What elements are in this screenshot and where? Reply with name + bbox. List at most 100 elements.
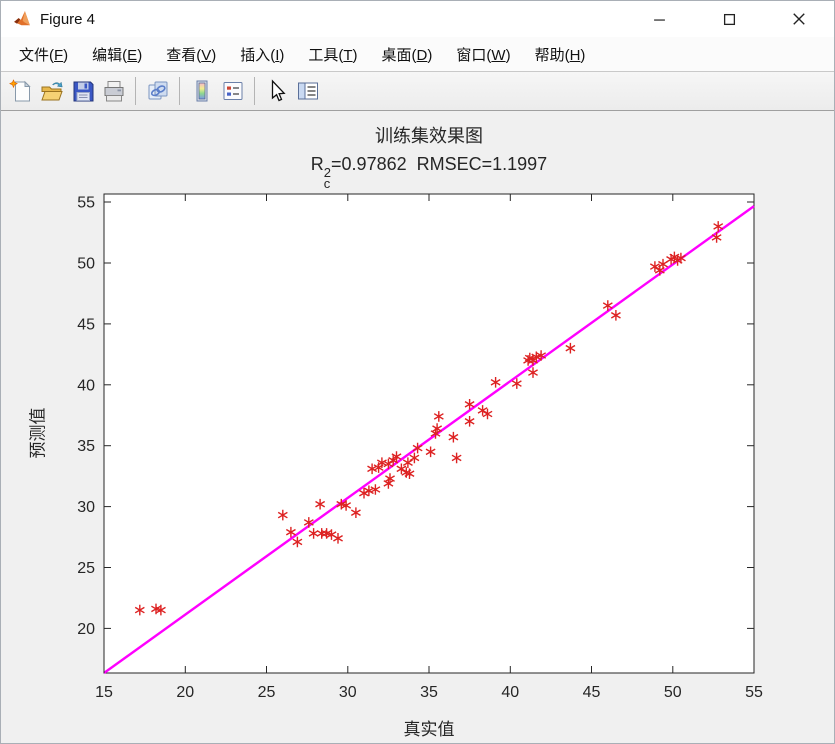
- toolbar-separator: [254, 77, 255, 105]
- scatter-marker: [370, 484, 381, 495]
- menu-item-desktop[interactable]: 桌面(D): [370, 39, 445, 70]
- scatter-marker: [610, 310, 621, 321]
- menu-item-accelerator: I: [275, 46, 280, 64]
- x-tick-label: 35: [420, 684, 438, 701]
- x-tick-label: 55: [745, 684, 763, 701]
- menu-item-accelerator: E: [127, 46, 138, 64]
- figure-area: 15 20 25 30 35 40 45 50 55 20 25 30 35 40 45 50 55 训练集效果…: [1, 111, 834, 743]
- open-file-button[interactable]: [36, 76, 67, 107]
- scatter-marker: [649, 261, 660, 272]
- scatter-marker: [675, 252, 686, 264]
- menu-item-label-close: ): [427, 46, 433, 64]
- scatter-marker: [285, 526, 296, 538]
- menu-item-view[interactable]: 查看(V): [154, 39, 228, 70]
- toolbar-separator: [179, 77, 180, 105]
- menu-item-label: 桌面(: [381, 46, 417, 64]
- scatter-marker: [464, 399, 475, 410]
- matlab-figure-icon: [12, 9, 32, 29]
- scatter-marker: [528, 367, 538, 378]
- scatter-marker: [433, 411, 444, 422]
- y-tick-label: 40: [77, 377, 95, 394]
- x-tick-label: 15: [95, 684, 113, 701]
- menu-item-help[interactable]: 帮助(H): [523, 39, 598, 70]
- maximize-button[interactable]: [694, 1, 764, 37]
- y-tick-label: 35: [77, 438, 95, 455]
- x-tick-label: 50: [664, 684, 682, 701]
- menu-item-accelerator: H: [569, 46, 581, 64]
- scatter-marker: [391, 451, 402, 462]
- save-figure-button[interactable]: [67, 76, 98, 107]
- insert-colorbar-icon: [196, 80, 207, 102]
- insert-legend-button[interactable]: [217, 76, 248, 107]
- link-plot-button[interactable]: [142, 76, 173, 107]
- scatter-marker: [367, 463, 378, 475]
- insert-colorbar-button[interactable]: [186, 76, 217, 107]
- x-tick-label: 25: [258, 684, 276, 701]
- subtitle-stats: =0.97862 RMSEC=1.1997: [331, 154, 548, 174]
- scatter-marker: [292, 536, 303, 548]
- close-icon: [793, 13, 805, 25]
- scatter-marker: [565, 342, 576, 354]
- minimize-button[interactable]: [624, 1, 694, 37]
- menu-item-label: 查看(: [166, 46, 202, 64]
- scatter-marker: [711, 232, 722, 243]
- subtitle-superscript: 2: [323, 165, 332, 180]
- menu-item-window[interactable]: 窗口(W): [444, 39, 522, 70]
- close-button[interactable]: [764, 1, 834, 37]
- window-title: Figure 4: [40, 10, 96, 28]
- menu-item-label-close: ): [505, 46, 511, 64]
- scatter-marker: [376, 457, 387, 468]
- toolbar-separator: [135, 77, 136, 105]
- scatter-marker: [432, 423, 443, 434]
- plot-canvas: 15 20 25 30 35 40 45 50 55 20 25 30 35 40 45 50 55: [77, 193, 763, 701]
- scatter-marker: [308, 528, 319, 539]
- print-figure-button[interactable]: [98, 76, 129, 107]
- y-tick-label: 55: [77, 195, 95, 212]
- window-controls: [624, 1, 834, 37]
- scatter-marker: [658, 258, 668, 270]
- insert-legend-icon: [223, 82, 242, 100]
- print-figure-icon: [104, 81, 123, 102]
- scatter-points: [134, 221, 724, 616]
- scatter-marker: [363, 485, 374, 497]
- subtitle-subscript: c: [323, 176, 331, 191]
- new-figure-button[interactable]: [5, 76, 36, 107]
- menu-item-label-close: ): [211, 46, 217, 64]
- menubar: 文件(F) 编辑(E) 查看(V) 插入(I) 工具(T) 桌面(D) 窗口(W) 帮助(H): [1, 37, 834, 72]
- menu-item-label-close: ): [63, 46, 69, 64]
- scatter-marker: [315, 498, 326, 510]
- axes-box: [103, 193, 755, 674]
- menu-item-label: 文件(: [19, 46, 54, 64]
- titlebar: Figure 4: [1, 1, 834, 37]
- menu-item-accelerator: F: [54, 46, 64, 64]
- edit-plot-icon: [271, 79, 286, 102]
- fit-line: [103, 205, 755, 674]
- scatter-marker: [482, 408, 493, 420]
- menu-item-label: 窗口(: [456, 46, 492, 64]
- y-tick-label: 20: [77, 621, 95, 638]
- menu-item-label: 工具(: [308, 46, 344, 64]
- open-file-icon: [40, 81, 63, 101]
- y-tick-label: 25: [77, 560, 95, 577]
- scatter-marker: [451, 452, 462, 464]
- subtitle-r-base: R: [310, 154, 324, 174]
- x-tick-label: 30: [339, 684, 357, 701]
- menu-item-label-close: ): [137, 46, 143, 64]
- menu-item-label: 编辑(: [92, 46, 128, 64]
- scatter-marker: [404, 468, 415, 479]
- menu-item-edit[interactable]: 编辑(E): [80, 39, 154, 70]
- minimize-icon: [653, 18, 665, 21]
- scatter-marker: [490, 377, 501, 388]
- edit-plot-button[interactable]: [261, 76, 292, 107]
- menu-item-tools[interactable]: 工具(T): [296, 39, 369, 70]
- menu-item-insert[interactable]: 插入(I): [228, 39, 296, 70]
- x-tick-label: 40: [501, 684, 519, 701]
- scatter-marker: [464, 416, 475, 427]
- scatter-marker: [402, 457, 413, 468]
- property-editor-button[interactable]: [292, 76, 323, 107]
- property-editor-icon: [297, 82, 318, 100]
- menu-item-file[interactable]: 文件(F): [7, 39, 80, 70]
- chart-subtitle: R 2 c =0.97862 RMSEC=1.1997: [104, 154, 754, 191]
- scatter-marker: [303, 517, 314, 528]
